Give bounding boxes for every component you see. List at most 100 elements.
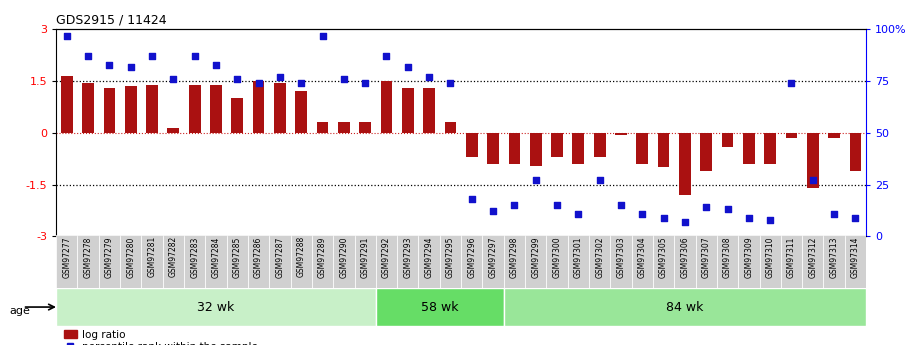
- Text: GSM97283: GSM97283: [190, 236, 199, 278]
- Text: GSM97292: GSM97292: [382, 236, 391, 278]
- Bar: [844, 235, 866, 288]
- Point: [549, 203, 564, 208]
- Bar: [274, 83, 286, 133]
- Bar: [482, 235, 504, 288]
- Text: GSM97309: GSM97309: [744, 236, 753, 278]
- Bar: [312, 235, 333, 288]
- Bar: [232, 98, 243, 133]
- Bar: [189, 85, 201, 133]
- Point: [102, 62, 117, 67]
- Text: GSM97280: GSM97280: [126, 236, 135, 278]
- Text: GSM97279: GSM97279: [105, 236, 114, 278]
- Bar: [615, 133, 627, 135]
- Text: GSM97303: GSM97303: [616, 236, 625, 278]
- Text: GSM97307: GSM97307: [701, 236, 710, 278]
- Text: GSM97312: GSM97312: [808, 236, 817, 278]
- Bar: [444, 122, 456, 133]
- Bar: [252, 81, 264, 133]
- Point: [848, 215, 862, 220]
- Bar: [61, 76, 72, 133]
- Bar: [56, 235, 78, 288]
- Bar: [461, 235, 482, 288]
- Bar: [828, 133, 840, 138]
- Text: GSM97285: GSM97285: [233, 236, 242, 278]
- Point: [358, 80, 373, 86]
- Text: GSM97295: GSM97295: [446, 236, 455, 278]
- Bar: [402, 88, 414, 133]
- Bar: [721, 133, 733, 147]
- Bar: [147, 85, 157, 133]
- Text: GSM97314: GSM97314: [851, 236, 860, 278]
- Bar: [440, 235, 461, 288]
- Text: GSM97297: GSM97297: [489, 236, 498, 278]
- Bar: [487, 133, 499, 164]
- Text: GSM97288: GSM97288: [297, 236, 306, 277]
- Text: GSM97305: GSM97305: [659, 236, 668, 278]
- Bar: [248, 235, 270, 288]
- Bar: [765, 133, 776, 164]
- Text: GSM97296: GSM97296: [467, 236, 476, 278]
- Bar: [82, 83, 94, 133]
- Text: GSM97289: GSM97289: [318, 236, 327, 278]
- Point: [827, 211, 842, 216]
- Text: GSM97311: GSM97311: [787, 236, 796, 278]
- Text: GSM97293: GSM97293: [404, 236, 413, 278]
- Bar: [167, 128, 179, 133]
- Bar: [573, 133, 585, 164]
- Point: [81, 53, 95, 59]
- Bar: [547, 235, 567, 288]
- Bar: [632, 235, 653, 288]
- Text: GSM97304: GSM97304: [638, 236, 647, 278]
- Text: 84 wk: 84 wk: [666, 300, 703, 314]
- Bar: [781, 235, 802, 288]
- Text: 32 wk: 32 wk: [197, 300, 234, 314]
- Text: GSM97306: GSM97306: [681, 236, 690, 278]
- Point: [209, 62, 224, 67]
- Text: 58 wk: 58 wk: [421, 300, 459, 314]
- Bar: [56, 288, 376, 326]
- Bar: [658, 133, 670, 167]
- Bar: [529, 133, 541, 166]
- Point: [656, 215, 671, 220]
- Bar: [466, 133, 478, 157]
- Bar: [759, 235, 781, 288]
- Bar: [525, 235, 547, 288]
- Bar: [333, 235, 355, 288]
- Point: [401, 64, 415, 69]
- Bar: [376, 288, 504, 326]
- Bar: [120, 235, 141, 288]
- Bar: [696, 235, 717, 288]
- Bar: [141, 235, 163, 288]
- Bar: [291, 235, 312, 288]
- Bar: [381, 81, 393, 133]
- Text: GSM97278: GSM97278: [83, 236, 92, 278]
- Text: GSM97300: GSM97300: [553, 236, 561, 278]
- Point: [614, 203, 628, 208]
- Bar: [636, 133, 648, 164]
- Bar: [610, 235, 632, 288]
- Point: [272, 74, 287, 80]
- Bar: [786, 133, 797, 138]
- Point: [571, 211, 586, 216]
- Bar: [163, 235, 184, 288]
- Text: GSM97298: GSM97298: [510, 236, 519, 278]
- Bar: [397, 235, 418, 288]
- Bar: [295, 91, 307, 133]
- Text: GSM97286: GSM97286: [254, 236, 263, 278]
- Bar: [674, 235, 696, 288]
- Text: GSM97277: GSM97277: [62, 236, 71, 278]
- Point: [593, 178, 607, 183]
- Bar: [700, 133, 712, 171]
- Bar: [184, 235, 205, 288]
- Bar: [78, 235, 99, 288]
- Bar: [743, 133, 755, 164]
- Legend: log ratio, percentile rank within the sample: log ratio, percentile rank within the sa…: [64, 329, 258, 345]
- Text: GSM97281: GSM97281: [148, 236, 157, 277]
- Bar: [355, 235, 376, 288]
- Text: GSM97301: GSM97301: [574, 236, 583, 278]
- Bar: [850, 133, 862, 171]
- Bar: [359, 122, 371, 133]
- Bar: [205, 235, 226, 288]
- Text: GSM97313: GSM97313: [830, 236, 839, 278]
- Text: GSM97287: GSM97287: [275, 236, 284, 278]
